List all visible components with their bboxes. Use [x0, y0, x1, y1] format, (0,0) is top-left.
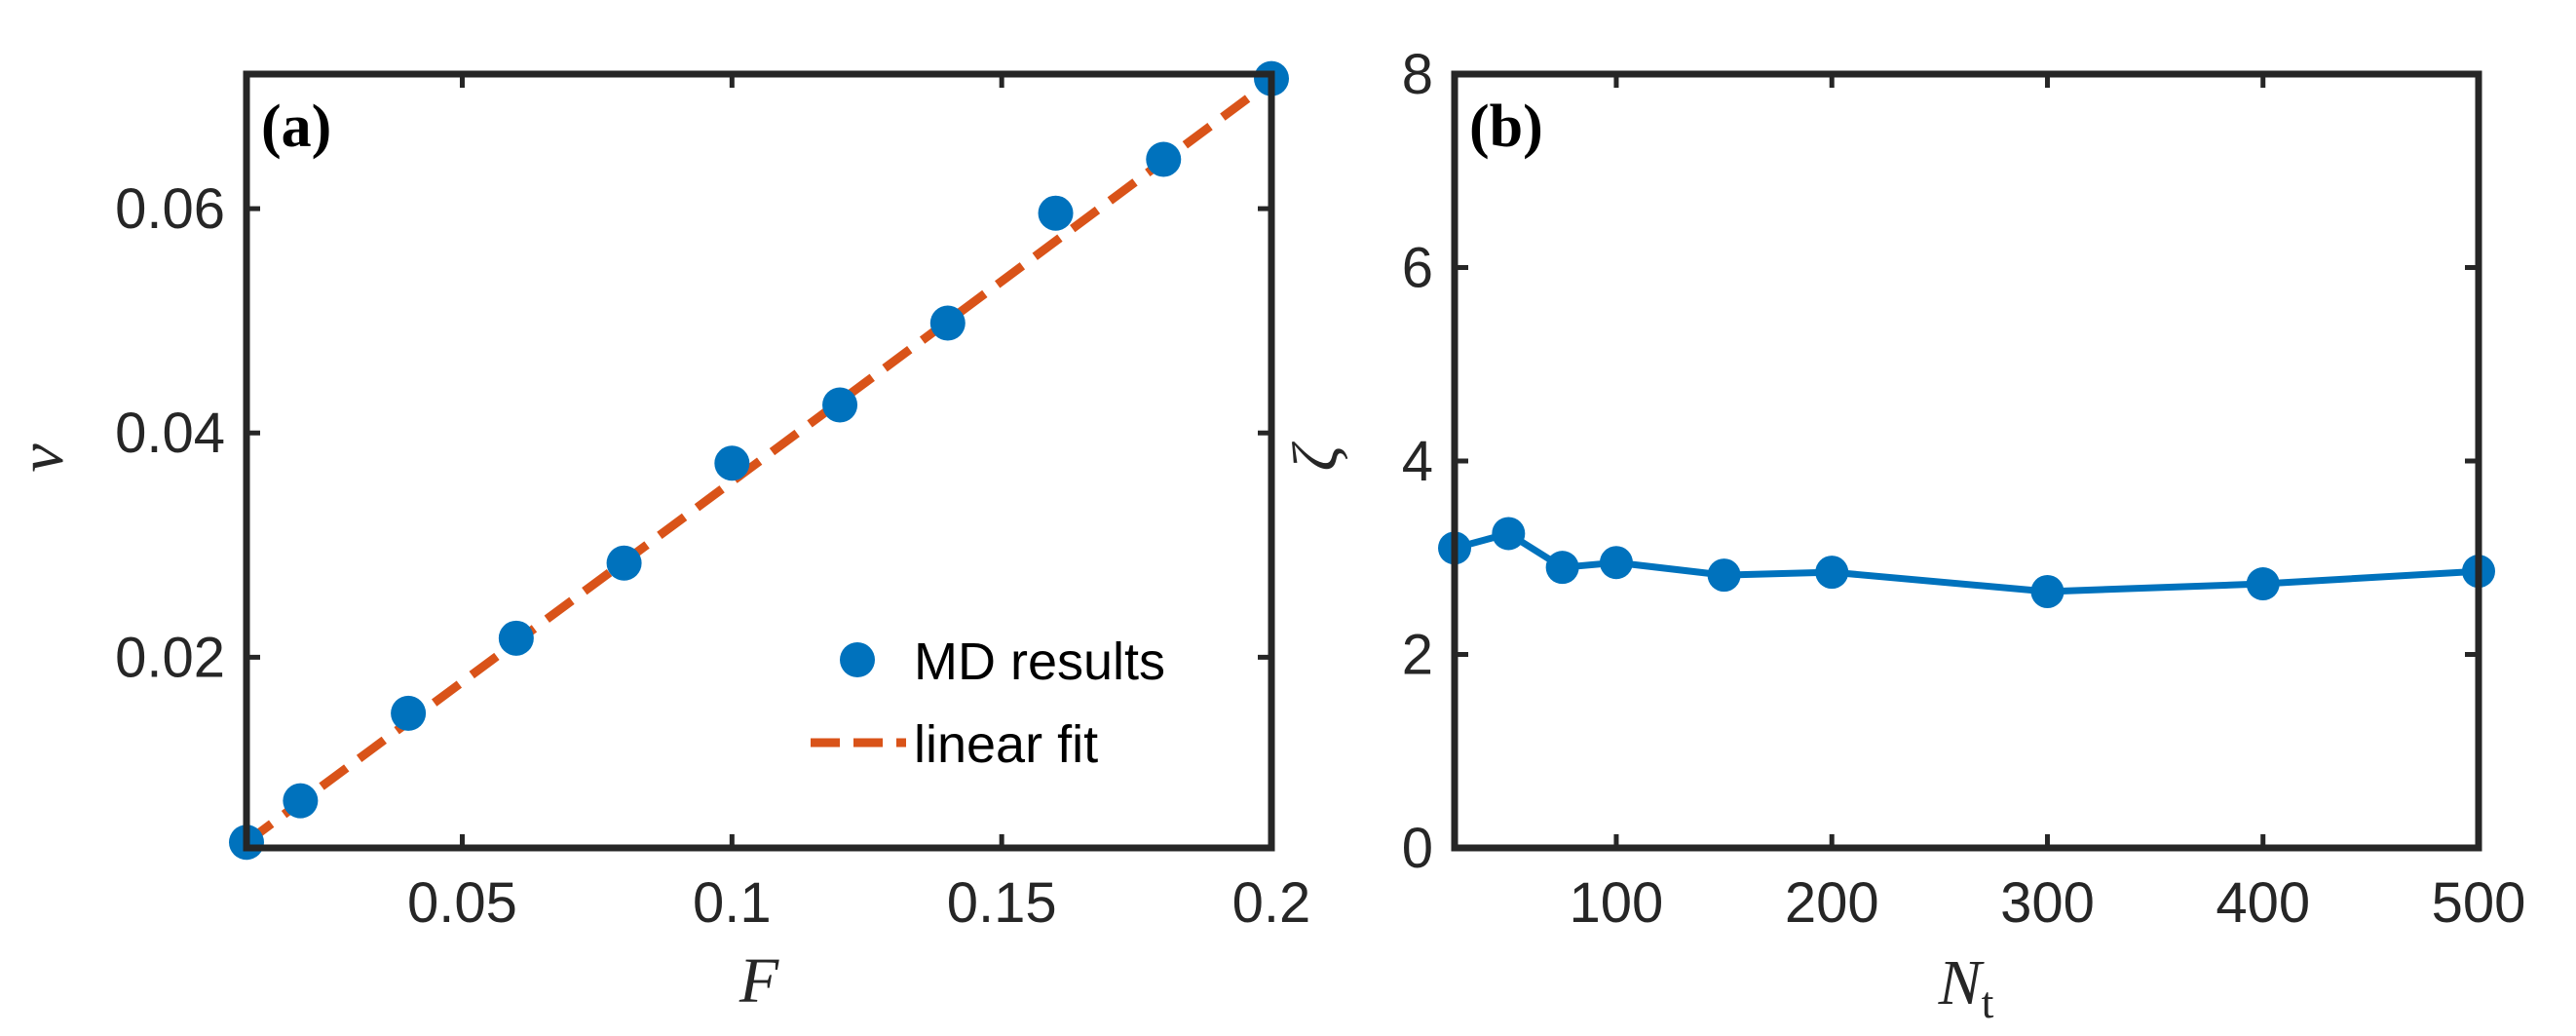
panel-b-y-tick-label: 8 — [1402, 43, 1433, 106]
panel-b-y-tick-label: 0 — [1402, 817, 1433, 880]
panel-b-x-tick-label: 300 — [2000, 871, 2095, 935]
legend-label-md-results: MD results — [914, 633, 1165, 691]
panel-a-data-point — [606, 545, 642, 581]
panel-b-y-tick-label: 2 — [1402, 624, 1433, 687]
panel-b-plot-area — [1455, 74, 2479, 848]
legend-label-linear-fit: linear fit — [914, 715, 1098, 774]
panel-a-x-tick-label: 0.1 — [693, 871, 772, 935]
panel-a-x-tick-label: 0.05 — [407, 871, 517, 935]
panel-a-data-point — [391, 695, 427, 731]
panel-a-data-point — [1146, 141, 1182, 177]
panel-b-chart: 100 200 300 400 500 0 2 4 6 8 Nt ζ (b) — [1280, 43, 2525, 1027]
panel-b-data-point — [1545, 551, 1579, 585]
panel-a-x-axis-label: F — [739, 945, 779, 1017]
panel-a-y-tick-labels: 0.02 0.04 0.06 — [115, 177, 225, 689]
panel-a-y-tick-label: 0.02 — [115, 626, 225, 689]
panel-a-x-tick-label: 0.15 — [947, 871, 1057, 935]
panel-b-data-point — [2030, 574, 2065, 608]
panel-a-x-tick-label: 0.2 — [1232, 871, 1311, 935]
panel-b-x-tick-label: 500 — [2432, 871, 2526, 935]
panel-a-chart: 0.05 0.1 0.15 0.2 0.02 0.04 0.06 F v (a) MD r… — [6, 60, 1310, 1017]
panel-b-data-point — [1815, 556, 1849, 590]
panel-b-x-axis-label-subscript: t — [1982, 978, 1994, 1027]
panel-a-legend: MD results linear fit — [811, 633, 1165, 774]
panel-b-x-axis-label: Nt — [1938, 947, 1994, 1027]
panel-a-data-point — [714, 445, 750, 481]
panel-a-data-point — [822, 387, 858, 423]
panel-a-points-layer — [229, 60, 1289, 861]
panel-b-data-point — [1492, 517, 1526, 551]
panel-b-label: (b) — [1469, 94, 1543, 160]
panel-a-frame — [243, 70, 1275, 852]
panel-b-data-point — [2246, 567, 2280, 601]
panel-b-x-tick-label: 400 — [2216, 871, 2310, 935]
panel-b-data-point — [1599, 546, 1633, 580]
panel-b-x-tick-label: 200 — [1785, 871, 1879, 935]
panel-b-data-point — [1707, 558, 1741, 593]
panel-a-data-point — [929, 305, 966, 341]
panel-a-y-axis-label: v — [6, 443, 77, 473]
panel-b-y-tick-label: 6 — [1402, 237, 1433, 300]
panel-b-y-axis-label: ζ — [1280, 441, 1351, 471]
panel-b-y-tick-label: 4 — [1402, 430, 1433, 493]
panel-a-y-tick-label: 0.06 — [115, 177, 225, 241]
panel-b-frame — [1451, 70, 2482, 852]
legend-marker-md-results — [840, 642, 875, 677]
panel-b-y-tick-labels: 0 2 4 6 8 — [1402, 43, 1433, 880]
panel-a-y-tick-label: 0.04 — [115, 402, 225, 465]
panel-a-data-point — [283, 783, 319, 819]
panel-b-x-tick-label: 100 — [1570, 871, 1664, 935]
panel-a-label: (a) — [261, 94, 331, 160]
panel-a-x-tick-labels: 0.05 0.1 0.15 0.2 — [407, 871, 1310, 935]
panel-a-data-point — [498, 620, 534, 656]
panel-a-data-point — [1038, 195, 1074, 231]
panel-b-x-tick-labels: 100 200 300 400 500 — [1570, 871, 2526, 935]
panel-b-x-axis-label-main: N — [1938, 947, 1986, 1018]
panel-b-points-layer — [1438, 517, 2495, 608]
